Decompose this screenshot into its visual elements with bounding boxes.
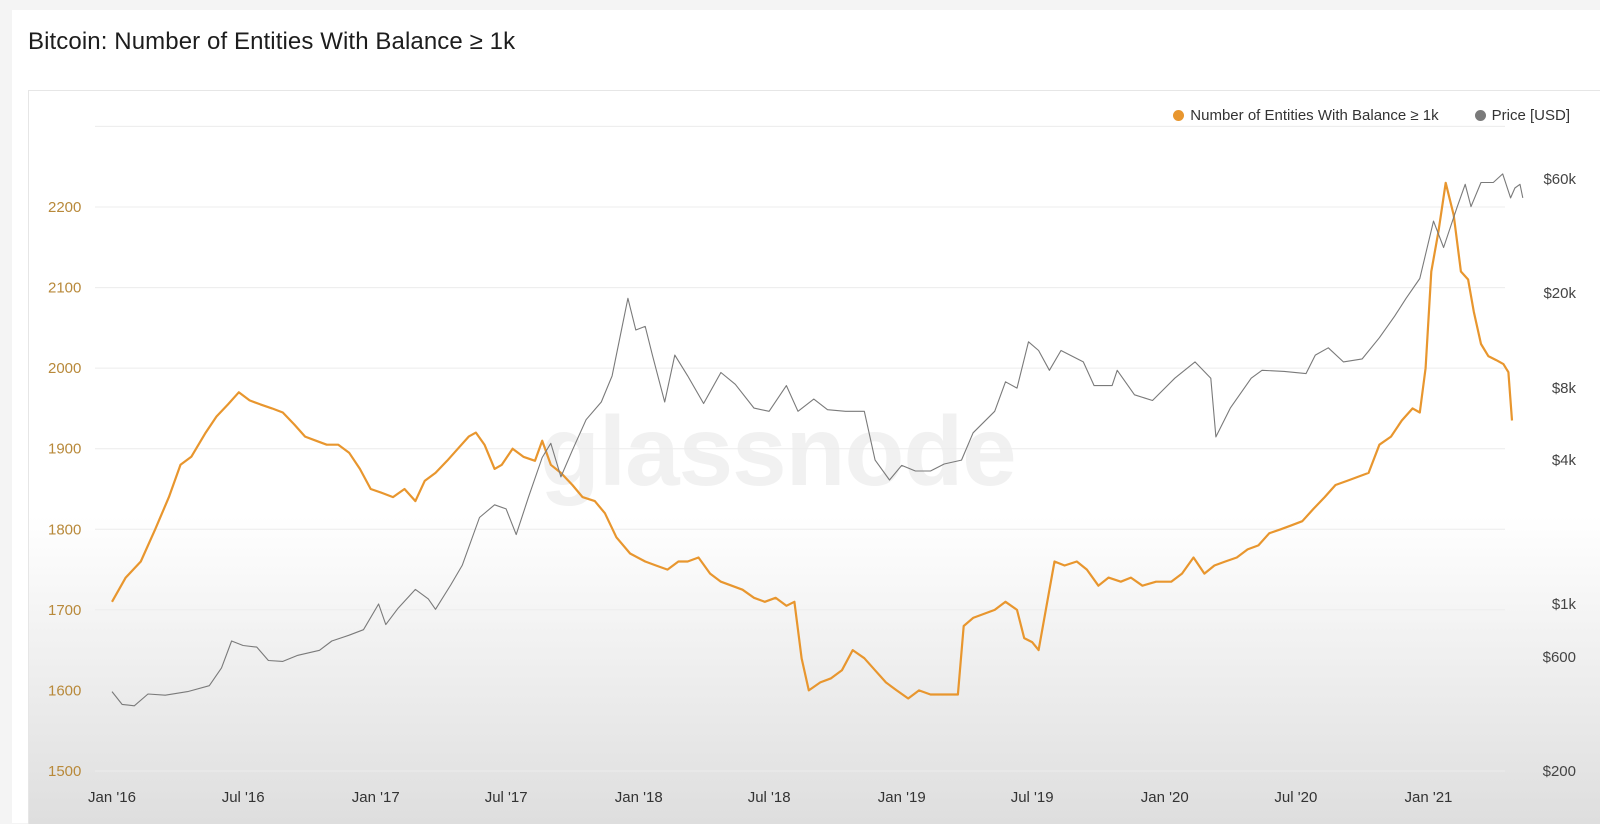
- x-tick-label: Jul '16: [222, 789, 265, 806]
- x-tick-label: Jan '17: [352, 789, 400, 806]
- x-tick-label: Jan '18: [615, 789, 663, 806]
- legend-label-price: Price [USD]: [1491, 107, 1570, 124]
- y-right-tick-label: $4k: [1552, 452, 1577, 469]
- x-tick-label: Jul '19: [1011, 789, 1054, 806]
- chart-title: Bitcoin: Number of Entities With Balance…: [28, 28, 516, 55]
- x-tick-label: Jul '18: [748, 789, 791, 806]
- legend: Number of Entities With Balance ≥ 1k Pri…: [1173, 107, 1570, 124]
- y-left-tick-label: 1500: [48, 763, 81, 780]
- series-line-price: [111, 173, 1524, 707]
- y-right-tick-label: $20k: [1543, 285, 1576, 302]
- legend-dot-price: [1474, 110, 1486, 121]
- legend-dot-entities: [1173, 110, 1185, 121]
- legend-label-entities: Number of Entities With Balance ≥ 1k: [1190, 107, 1439, 124]
- series-line-entities: [111, 181, 1514, 700]
- x-tick-label: Jul '20: [1274, 789, 1317, 806]
- y-right-tick-label: $600: [1543, 649, 1576, 666]
- watermark-logo: glassnode: [540, 396, 1017, 506]
- chart-card: Bitcoin: Number of Entities With Balance…: [12, 10, 1600, 824]
- legend-item-entities[interactable]: Number of Entities With Balance ≥ 1k: [1173, 107, 1439, 124]
- y-left-tick-label: 1700: [48, 602, 81, 619]
- y-left-tick-label: 2100: [48, 280, 81, 297]
- y-right-tick-label: $200: [1543, 763, 1576, 780]
- plot-area: [28, 90, 1600, 824]
- y-right-tick-label: $1k: [1552, 596, 1577, 613]
- y-left-tick-label: 1800: [48, 521, 81, 538]
- y-left-tick-label: 1600: [48, 682, 81, 699]
- x-tick-label: Jan '19: [878, 789, 926, 806]
- y-left-tick-label: 2200: [48, 199, 81, 216]
- y-right-tick-label: $8k: [1552, 380, 1577, 397]
- x-tick-label: Jan '16: [88, 789, 136, 806]
- legend-item-price[interactable]: Price [USD]: [1474, 107, 1570, 124]
- x-tick-label: Jan '21: [1404, 789, 1452, 806]
- y-left-tick-label: 1900: [48, 441, 81, 458]
- y-right-tick-label: $60k: [1543, 171, 1576, 188]
- x-tick-label: Jan '20: [1141, 789, 1189, 806]
- x-tick-label: Jul '17: [485, 789, 528, 806]
- y-left-tick-label: 2000: [48, 360, 81, 377]
